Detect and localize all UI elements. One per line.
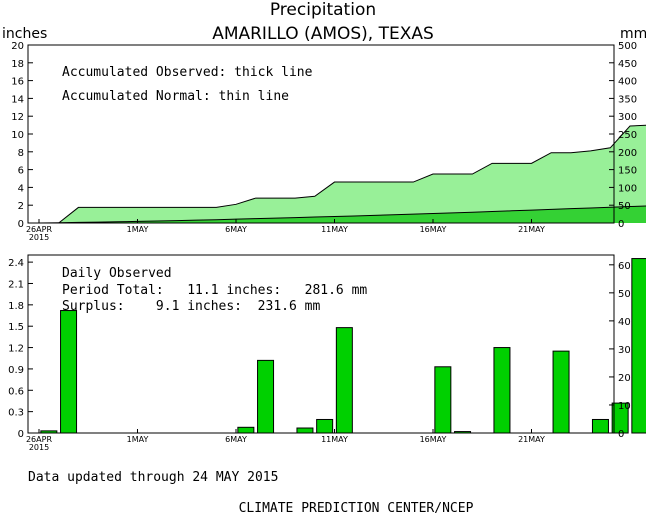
accumulated-right-tick-label: 500 xyxy=(618,41,637,52)
daily-observed-label: Daily Observed xyxy=(62,266,172,281)
accumulated-left-tick-label: 20 xyxy=(11,41,24,52)
accumulated-left-tick-label: 6 xyxy=(18,166,24,177)
daily-x-date-label: 21MAY xyxy=(518,435,545,444)
accumulated-left-tick-label: 16 xyxy=(11,77,24,88)
source-credit: CLIMATE PREDICTION CENTER/NCEP xyxy=(239,501,474,516)
accumulated-left-tick-label: 12 xyxy=(11,112,24,123)
chart-subtitle: AMARILLO (AMOS), TEXAS xyxy=(212,24,434,44)
daily-left-tick-label: 2.4 xyxy=(8,258,24,269)
daily-bar xyxy=(611,402,629,434)
accumulated-left-axis: 0 2 4 6 8 10 12 14 16 18 20 xyxy=(11,41,33,230)
accumulated-left-tick-label: 2 xyxy=(18,201,24,212)
daily-bar xyxy=(60,310,78,434)
accumulated-x-date-label: 16MAY xyxy=(420,225,447,234)
daily-bar xyxy=(296,427,314,434)
daily-bar xyxy=(257,359,275,434)
daily-left-tick-label: 0.6 xyxy=(8,386,24,397)
daily-left-tick-label: 1.2 xyxy=(8,344,24,355)
daily-right-axis: 0 10 20 30 40 50 60 xyxy=(609,261,631,440)
accumulated-right-tick-label: 200 xyxy=(618,148,637,159)
surplus-text: Surplus: 9.1 inches: 231.6 mm xyxy=(62,299,320,314)
observed-line-note: Accumulated Observed: thick line xyxy=(62,65,313,80)
accumulated-right-tick-label: 450 xyxy=(618,59,637,70)
daily-left-tick-label: 0.3 xyxy=(8,408,24,419)
accumulated-right-tick-label: 50 xyxy=(618,201,631,212)
accumulated-x-date-label: 1MAY xyxy=(127,225,149,234)
accumulated-left-tick-label: 4 xyxy=(18,183,24,194)
right-unit-label: mm xyxy=(620,26,646,42)
daily-bar xyxy=(316,418,334,434)
daily-left-tick-label: 0 xyxy=(18,429,24,440)
daily-left-tick-label: 1.5 xyxy=(8,322,24,333)
chart-title: Precipitation xyxy=(270,0,376,20)
daily-panel: 00.30.60.91.21.51.82.12.4 0102030405060 … xyxy=(8,254,646,452)
daily-right-tick-label: 0 xyxy=(618,429,624,440)
accumulated-left-tick-label: 10 xyxy=(11,130,24,141)
accumulated-x-axis: 26APR 1MAY 6MAY 11MAY 16MAY 21MAY 2015 xyxy=(26,219,545,242)
daily-plot-frame xyxy=(27,254,615,434)
accumulated-left-tick-label: 8 xyxy=(18,148,24,159)
accumulated-observed-line xyxy=(39,124,646,224)
daily-left-axis: 0 0.3 0.6 0.9 1.2 1.5 1.8 2.1 2.4 xyxy=(8,258,33,440)
daily-bar xyxy=(591,418,609,434)
daily-x-date-label: 6MAY xyxy=(225,435,247,444)
daily-bars xyxy=(40,258,646,434)
accumulated-normal-area xyxy=(39,205,646,223)
daily-right-tick-label: 50 xyxy=(618,289,631,300)
accumulated-observed-area xyxy=(39,125,646,223)
accumulated-right-tick-label: 100 xyxy=(618,183,637,194)
accumulated-x-date-label: 6MAY xyxy=(225,225,247,234)
accumulated-left-tick-label: 0 xyxy=(18,219,24,230)
daily-x-date-label: 11MAY xyxy=(321,435,348,444)
daily-right-tick-label: 10 xyxy=(618,401,631,412)
left-unit-label: inches xyxy=(2,26,47,42)
daily-bar xyxy=(631,258,646,434)
daily-bar xyxy=(552,350,570,434)
accumulated-left-tick-label: 18 xyxy=(11,59,24,70)
period-total-text: Period Total: 11.1 inches: 281.6 mm xyxy=(62,283,367,298)
daily-right-tick-label: 60 xyxy=(618,261,631,272)
daily-left-tick-label: 2.1 xyxy=(8,279,24,290)
accumulated-right-tick-label: 400 xyxy=(618,77,637,88)
accumulated-right-tick-label: 150 xyxy=(618,166,637,177)
accumulated-right-tick-label: 0 xyxy=(618,219,624,230)
daily-bar xyxy=(493,347,511,434)
daily-right-tick-label: 40 xyxy=(618,317,631,328)
data-updated-text: Data updated through 24 MAY 2015 xyxy=(28,470,278,485)
daily-bar xyxy=(237,426,255,434)
daily-x-date-label: 1MAY xyxy=(127,435,149,444)
accumulated-x-date-label: 26APR xyxy=(26,225,52,234)
daily-left-tick-label: 1.8 xyxy=(8,301,24,312)
accumulated-left-tick-label: 14 xyxy=(11,94,24,105)
daily-bar xyxy=(335,327,353,434)
daily-bar xyxy=(434,366,452,434)
daily-x-date-label: 26APR xyxy=(26,435,52,444)
accumulated-right-axis: 0 50 100 150 200 250 300 350 400 450 500 xyxy=(609,41,637,230)
accumulated-right-tick-label: 300 xyxy=(618,112,637,123)
accumulated-right-tick-label: 250 xyxy=(618,130,637,141)
daily-right-tick-label: 30 xyxy=(618,345,631,356)
accumulated-x-year-label: 2015 xyxy=(29,233,49,242)
accumulated-normal-line xyxy=(38,205,646,224)
accumulated-right-tick-label: 350 xyxy=(618,94,637,105)
daily-x-axis: 26APR 1MAY 6MAY 11MAY 16MAY 21MAY 2015 xyxy=(26,429,545,452)
daily-x-year-label: 2015 xyxy=(29,443,49,452)
accumulated-panel: 0 2 4 6 8 10 12 14 16 18 20 0 50 100 150 200 250 300 350 4… xyxy=(11,41,646,242)
accumulated-x-date-label: 11MAY xyxy=(321,225,348,234)
daily-right-tick-label: 20 xyxy=(618,373,631,384)
accumulated-x-date-label: 21MAY xyxy=(518,225,545,234)
normal-line-note: Accumulated Normal: thin line xyxy=(62,89,289,104)
daily-left-tick-label: 0.9 xyxy=(8,365,24,376)
daily-x-date-label: 16MAY xyxy=(420,435,447,444)
